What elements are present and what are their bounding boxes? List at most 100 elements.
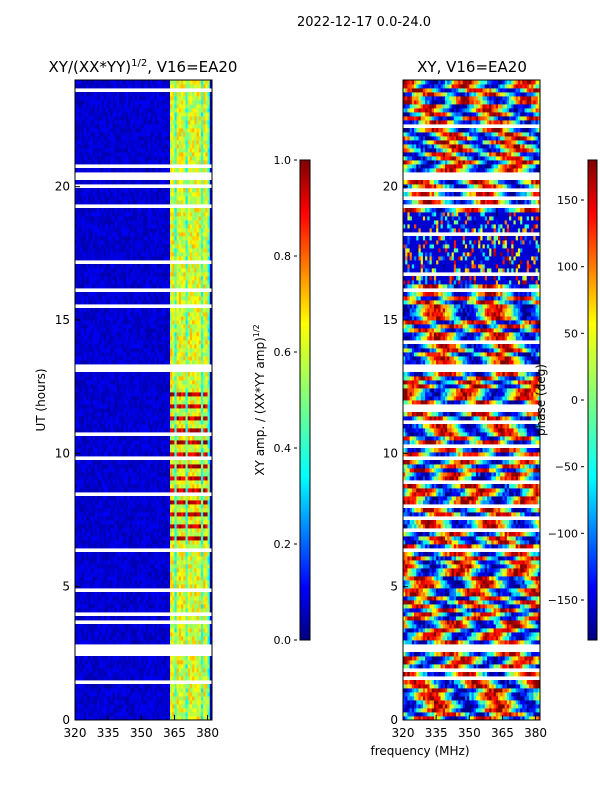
heatmap-cell: [101, 712, 105, 717]
heatmap-cell: [207, 716, 211, 721]
heatmap-cell: [125, 656, 129, 661]
heatmap-cell: [207, 696, 211, 701]
heatmap-cell: [165, 660, 169, 665]
heatmap-cell: [103, 692, 107, 697]
heatmap-cell: [92, 696, 96, 701]
heatmap-cell: [112, 708, 116, 713]
heatmap-cell: [198, 700, 202, 705]
heatmap-cell: [103, 656, 107, 661]
heatmap-cell: [187, 708, 191, 713]
heatmap-cell: [116, 664, 120, 669]
heatmap-cell: [176, 688, 180, 693]
heatmap-cell: [130, 692, 133, 697]
heatmap-cell: [136, 660, 140, 665]
heatmap-cell: [209, 636, 213, 641]
heatmap-cell: [170, 664, 173, 669]
heatmap-cell: [123, 712, 127, 717]
heatmap-cell: [101, 684, 105, 689]
heatmap-cell: [75, 704, 78, 709]
heatmap-cell: [207, 692, 211, 697]
heatmap-cell: [77, 712, 80, 717]
heatmap-cell: [176, 656, 180, 661]
heatmap-cell: [158, 688, 162, 693]
heatmap-cell: [192, 640, 195, 645]
heatmap-cell: [136, 664, 140, 669]
heatmap-cell: [170, 696, 173, 701]
heatmap-cell: [139, 688, 142, 693]
heatmap-cell: [112, 656, 116, 661]
heatmap-cell: [123, 656, 127, 661]
heatmap-cell: [75, 684, 78, 689]
heatmap-cell: [134, 672, 138, 677]
heatmap-cell: [154, 696, 158, 701]
heatmap-cell: [79, 656, 83, 661]
heatmap-cell: [172, 712, 175, 717]
heatmap-cell: [174, 660, 178, 665]
heatmap-cell: [108, 696, 111, 701]
heatmap-cell: [99, 700, 102, 705]
heatmap-cell: [114, 672, 118, 677]
heatmap-cell: [198, 664, 202, 669]
heatmap-cell: [167, 696, 171, 701]
heatmap-cell: [86, 716, 89, 721]
heatmap-cell: [147, 708, 151, 713]
heatmap-cell: [141, 676, 144, 681]
heatmap-cell: [88, 636, 91, 641]
heatmap-cell: [172, 708, 175, 713]
heatmap-cell: [121, 660, 125, 665]
heatmap-cell: [209, 640, 213, 645]
heatmap-cell: [92, 660, 96, 665]
heatmap-cell: [194, 676, 197, 681]
heatmap-cell: [143, 656, 147, 661]
heatmap-cell: [130, 656, 133, 661]
heatmap-cell: [114, 692, 118, 697]
heatmap-cell: [105, 656, 109, 661]
heatmap-cell: [86, 668, 89, 673]
heatmap-cell: [132, 636, 136, 641]
heatmap-cell: [196, 716, 200, 721]
heatmap-cell: [203, 660, 206, 665]
heatmap-cell: [116, 716, 120, 721]
heatmap-cell: [161, 668, 164, 673]
heatmap-cell: [90, 672, 94, 677]
heatmap-cell: [154, 704, 158, 709]
heatmap-cell: [101, 692, 105, 697]
heatmap-cell: [167, 712, 171, 717]
heatmap-cell: [181, 636, 184, 641]
heatmap-cell: [125, 704, 129, 709]
heatmap-cell: [110, 688, 113, 693]
heatmap-cell: [145, 668, 149, 673]
heatmap-cell: [183, 684, 186, 689]
heatmap-cell: [152, 664, 155, 669]
heatmap-cell: [136, 700, 140, 705]
heatmap-cell: [116, 696, 120, 701]
heatmap-cell: [145, 704, 149, 709]
heatmap-cell: [112, 688, 116, 693]
heatmap-cell: [75, 636, 78, 641]
heatmap-cell: [147, 696, 151, 701]
heatmap-cell: [163, 696, 166, 701]
heatmap-cell: [163, 688, 166, 693]
heatmap-cell: [167, 660, 171, 665]
heatmap-cell: [81, 668, 85, 673]
heatmap-cell: [92, 700, 96, 705]
heatmap-cell: [121, 636, 125, 641]
heatmap-cell: [119, 668, 122, 673]
heatmap-cell: [174, 672, 178, 677]
heatmap-cell: [86, 676, 89, 681]
heatmap-cell: [83, 668, 87, 673]
heatmap-cell: [130, 672, 133, 677]
heatmap-cell: [178, 664, 182, 669]
heatmap-cell: [112, 636, 116, 641]
heatmap-cell: [97, 684, 100, 689]
heatmap-cell: [161, 664, 164, 669]
heatmap-cell: [128, 668, 131, 673]
heatmap-cell: [163, 668, 166, 673]
heatmap-cell: [83, 700, 87, 705]
heatmap-cell: [170, 676, 173, 681]
heatmap-cell: [165, 704, 169, 709]
heatmap-cell: [125, 700, 129, 705]
heatmap-cell: [181, 672, 184, 677]
heatmap-cell: [158, 684, 162, 689]
heatmap-cell: [167, 672, 171, 677]
